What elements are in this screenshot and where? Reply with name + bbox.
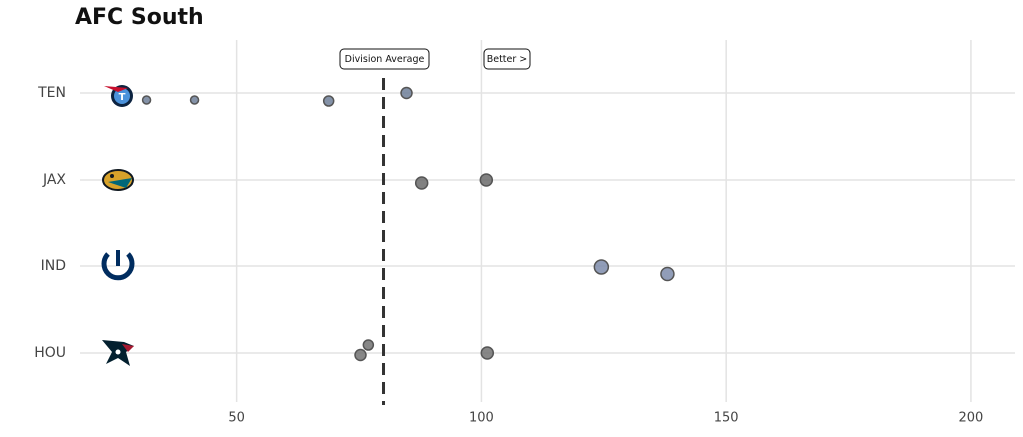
point bbox=[480, 346, 495, 360]
y-tick-label: TEN bbox=[37, 85, 66, 101]
point bbox=[189, 95, 200, 105]
point bbox=[414, 176, 429, 190]
hou-logo bbox=[102, 340, 134, 366]
point bbox=[479, 173, 494, 187]
point bbox=[362, 339, 375, 351]
chart-title: AFC South bbox=[75, 5, 204, 30]
grid: 50 100 150 200 TEN JAX IND HOU bbox=[34, 40, 1015, 426]
point bbox=[400, 86, 413, 100]
point bbox=[141, 95, 152, 105]
y-tick-label: HOU bbox=[34, 345, 66, 361]
annotations: Division Average Better > bbox=[339, 48, 531, 70]
svg-text:T: T bbox=[119, 92, 126, 103]
point bbox=[354, 348, 367, 362]
team-logos: T bbox=[101, 85, 135, 366]
reference-label: Division Average bbox=[345, 54, 425, 65]
reference-label-box bbox=[339, 48, 430, 70]
point bbox=[660, 266, 675, 282]
x-tick-label: 50 bbox=[228, 411, 245, 426]
y-tick-label: JAX bbox=[42, 172, 66, 188]
ten-logo: T bbox=[104, 85, 133, 107]
annotation: Better > bbox=[487, 54, 528, 65]
y-tick-label: IND bbox=[41, 258, 66, 274]
point bbox=[322, 95, 335, 107]
marks bbox=[141, 78, 675, 405]
annotation-box bbox=[483, 48, 531, 70]
jax-logo bbox=[102, 169, 134, 191]
ind-logo bbox=[101, 250, 135, 281]
x-tick-label: 150 bbox=[714, 411, 739, 426]
x-tick-label: 100 bbox=[469, 411, 494, 426]
x-tick-label: 200 bbox=[959, 411, 984, 426]
point bbox=[593, 259, 610, 275]
